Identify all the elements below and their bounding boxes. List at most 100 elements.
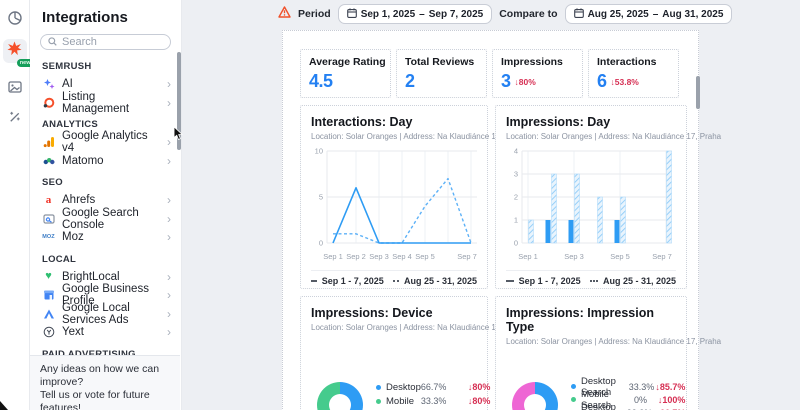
sidebar-item-listing-management[interactable]: Listing Management › — [42, 91, 173, 115]
desktop-dot — [376, 384, 381, 390]
section-header-local: LOCAL — [42, 253, 77, 265]
sidebar-item-ahrefs[interactable]: a Ahrefs › — [42, 191, 173, 210]
legend-row-mobile: Mobile 33.3% ↓80% — [376, 394, 490, 408]
search-console-icon — [42, 212, 55, 225]
section-header-analytics: ANALYTICS — [42, 119, 99, 130]
kpi-value: 6 — [597, 71, 607, 91]
legend-row-desktop: Desktop 66.7% ↓80% — [376, 380, 490, 394]
chevron-right-icon: › — [167, 193, 171, 208]
calendar-icon — [573, 7, 584, 21]
period-start-date: Sep 1, 2025 — [360, 8, 416, 20]
interactions-day-card: Interactions: Day Location: Solar Orange… — [300, 105, 526, 289]
section-header-paid-advertising: PAID ADVERTISING — [42, 348, 136, 360]
chevron-right-icon: › — [167, 325, 171, 340]
sidebar-item-ai[interactable]: AI › — [42, 75, 173, 94]
compose-nav-button[interactable] — [3, 108, 27, 132]
sidebar-item-yext[interactable]: Yext › — [42, 323, 173, 342]
cursor-artifact — [0, 401, 8, 410]
compare-date-picker[interactable]: Aug 25, 2025 – Aug 31, 2025 — [564, 4, 733, 24]
chevron-right-icon: › — [167, 306, 171, 321]
sidebar-search[interactable] — [40, 34, 171, 50]
main-scrollbar[interactable] — [696, 76, 700, 109]
chevron-right-icon: › — [167, 77, 171, 92]
item-label: Google Search Console — [62, 206, 139, 231]
integrations-burst-icon — [7, 41, 22, 61]
svg-text:Sep 5: Sep 5 — [415, 252, 435, 261]
kpi-impressions: Impressions 3 ↓80% — [492, 49, 583, 98]
chevron-right-icon: › — [167, 135, 171, 150]
kpi-value: 2 — [405, 71, 415, 91]
reports-nav-button[interactable] — [3, 8, 27, 32]
desktop-search-dot — [571, 384, 576, 389]
device-legend: Desktop 66.7% ↓80% Mobile 33.3% ↓80% — [376, 380, 490, 410]
sidebar-item-matomo[interactable]: Matomo › — [42, 152, 173, 171]
svg-text:Sep 5: Sep 5 — [610, 252, 630, 261]
slice-delta: ↓100% — [657, 394, 686, 405]
svg-text:5: 5 — [319, 193, 323, 202]
charts-grid: Interactions: Day Location: Solar Orange… — [283, 98, 722, 410]
kpi-total-reviews: Total Reviews 2 — [396, 49, 487, 98]
item-label: Matomo — [62, 154, 104, 167]
kpi-row: Average Rating 4.5 Total Reviews 2 Impre… — [283, 31, 698, 98]
sidebar-scrollbar[interactable] — [177, 52, 181, 150]
svg-text:Sep 3: Sep 3 — [564, 252, 584, 261]
kpi-label: Average Rating — [309, 56, 386, 68]
svg-text:10: 10 — [315, 147, 323, 156]
pie-chart-icon — [7, 10, 23, 31]
chevron-right-icon: › — [167, 95, 171, 110]
item-label: Yext — [62, 326, 84, 339]
chart-legend: Sep 1 - 7, 2025 Aug 25 - 31, 2025 — [311, 270, 477, 286]
chevron-right-icon: › — [167, 153, 171, 168]
calendar-icon — [346, 7, 357, 21]
dashed-line-swatch — [589, 280, 598, 282]
slice-delta: ↓66.7% — [652, 408, 685, 410]
sidebar-item-google-analytics[interactable]: Google Analytics v4 › — [42, 130, 173, 154]
chart-subtitle: Location: Solar Oranges | Address: Na Kl… — [506, 337, 722, 346]
sidebar-item-brightlocal[interactable]: ♥ BrightLocal › — [42, 268, 173, 287]
svg-text:Sep 7: Sep 7 — [457, 252, 477, 261]
sidebar-item-moz[interactable]: MOZ Moz › — [42, 228, 173, 247]
period-label: Period — [298, 8, 331, 20]
sidebar-item-google-business-profile[interactable]: Google Business Profile › — [42, 283, 173, 308]
item-label: Google Business Profile — [62, 283, 149, 308]
legend-row-desktop-maps: Desktop Maps 33.3% ↓66.7% — [571, 402, 685, 410]
sidebar-item-google-search-console[interactable]: Google Search Console › — [42, 206, 173, 231]
kpi-average-rating: Average Rating 4.5 — [300, 49, 391, 98]
sidebar-item-google-local-services-ads[interactable]: Google Local Services Ads › — [42, 302, 173, 326]
slice-delta: ↓80% — [467, 382, 491, 392]
compare-end-date: Aug 31, 2025 — [662, 8, 724, 20]
slice-label: Mobile — [386, 395, 414, 407]
integrations-nav-button[interactable]: new — [2, 39, 34, 67]
left-icon-rail: new — [0, 0, 34, 410]
chevron-right-icon: › — [167, 211, 171, 226]
sidebar-title: Integrations — [42, 9, 128, 26]
integration-list: SEMRUSH AI › Listing Management › ANALYT… — [30, 50, 181, 363]
mobile-search-dot — [571, 397, 576, 402]
solid-line-swatch — [311, 280, 317, 282]
kpi-value: 3 — [501, 71, 511, 91]
period-date-picker[interactable]: Sep 1, 2025 – Sep 7, 2025 — [337, 4, 493, 24]
slice-delta: ↓85.7% — [655, 381, 686, 392]
kpi-label: Interactions — [597, 56, 657, 68]
section-header-seo: SEO — [42, 177, 63, 188]
svg-text:Sep 1: Sep 1 — [323, 252, 343, 261]
image-icon — [7, 79, 23, 100]
compare-period-legend: Aug 25 - 31, 2025 — [602, 276, 676, 286]
item-label: AI — [62, 78, 73, 91]
date-separator: – — [419, 8, 425, 20]
kpi-label: Impressions — [501, 56, 563, 68]
svg-text:0: 0 — [514, 239, 518, 248]
svg-text:2: 2 — [514, 193, 518, 202]
date-separator: – — [652, 8, 659, 20]
search-input[interactable] — [62, 36, 162, 48]
slice-label: Desktop — [386, 381, 421, 393]
slice-percent: 33.3% — [628, 381, 655, 392]
ai-sparkles-icon — [42, 78, 55, 91]
dashboard-panel: Average Rating 4.5 Total Reviews 2 Impre… — [282, 30, 722, 410]
compare-to-label: Compare to — [499, 8, 558, 20]
media-nav-button[interactable] — [3, 77, 27, 101]
solid-line-swatch — [506, 280, 514, 282]
slice-delta: ↓80% — [467, 396, 491, 406]
item-label: BrightLocal — [62, 270, 120, 283]
